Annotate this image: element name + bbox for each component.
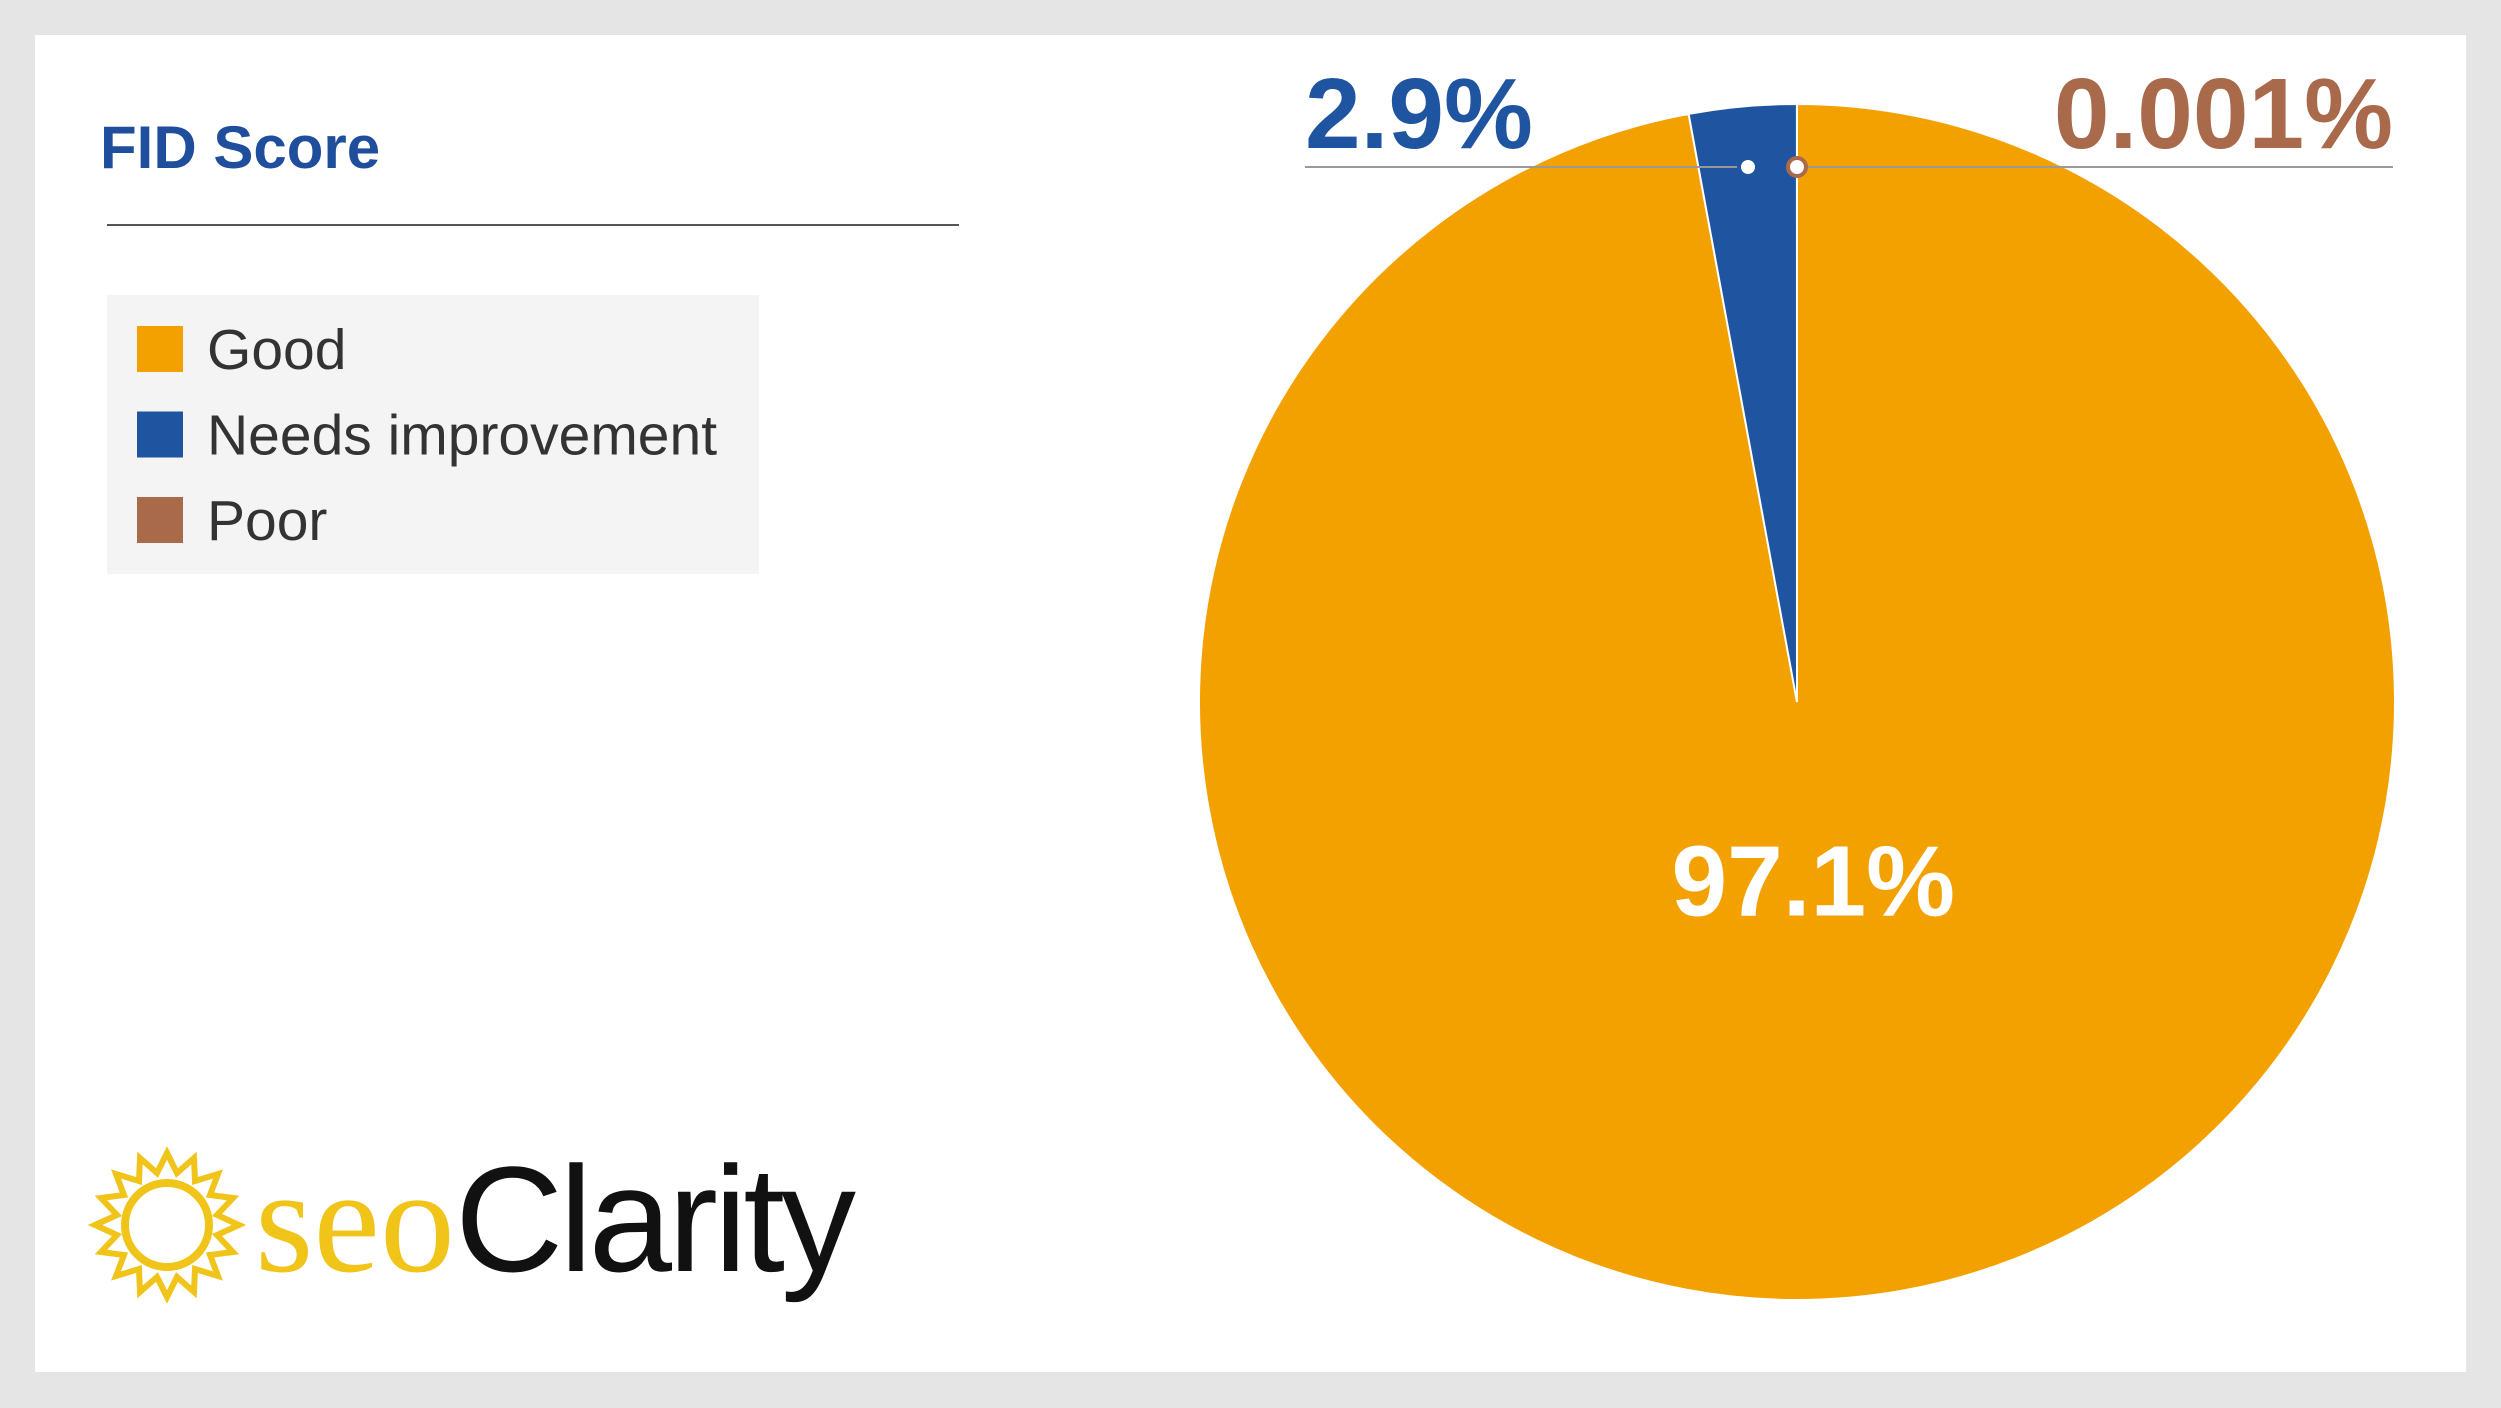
logo-sun <box>87 1146 247 1304</box>
logo-suffix: Clarity <box>455 1135 856 1303</box>
slice-label: 97.1% <box>1672 826 1956 938</box>
legend-label: Needs improvement <box>207 404 717 468</box>
callout-label: 0.001% <box>2054 58 2393 170</box>
pie: 97.1% 2.9% 0.001% <box>1197 58 2396 1301</box>
callout-dot <box>1785 156 1808 178</box>
legend-swatch <box>137 497 183 543</box>
logo-prefix: seo <box>255 1138 455 1304</box>
legend-swatch <box>137 326 183 372</box>
logo: seoClarity <box>87 1135 860 1304</box>
chart-title: FID Score <box>100 114 380 181</box>
legend-label: Good <box>207 318 346 382</box>
legend-label: Poor <box>207 489 327 553</box>
legend: Good Needs improvement Poor <box>107 295 759 574</box>
callout-dot <box>1737 156 1760 178</box>
legend-swatch <box>137 411 183 458</box>
callout-label: 2.9% <box>1305 58 1533 170</box>
logo-text: seoClarity <box>255 1135 856 1304</box>
legend-box <box>107 295 759 574</box>
